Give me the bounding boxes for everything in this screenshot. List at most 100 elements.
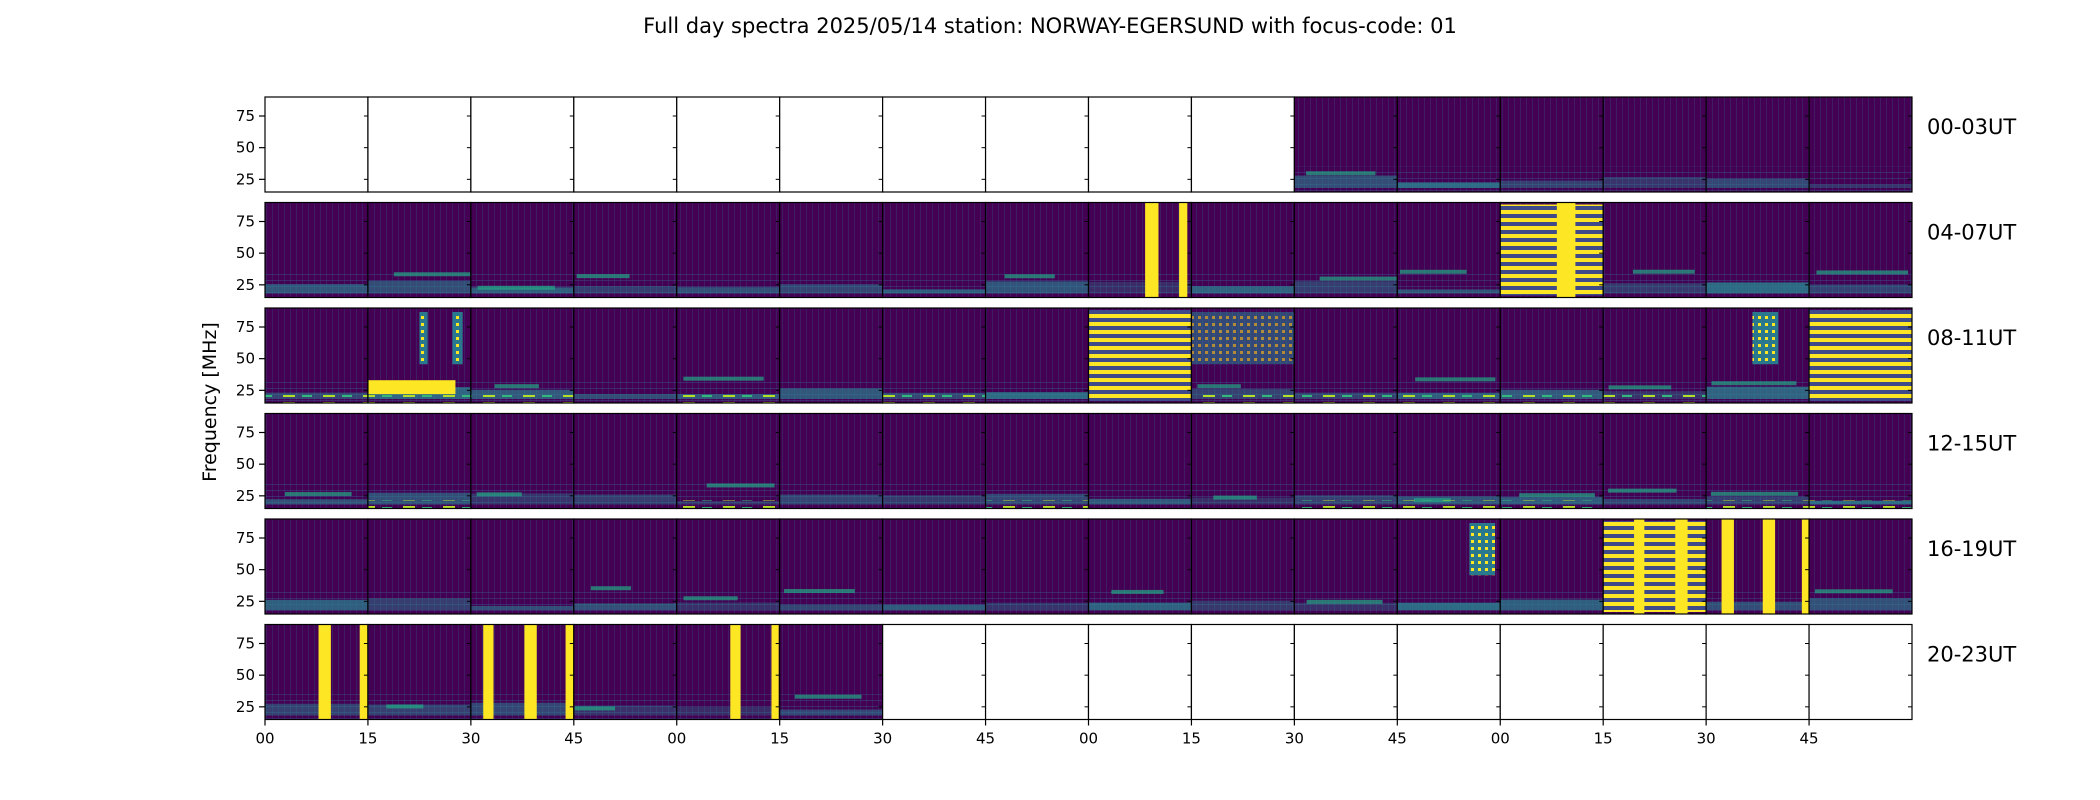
spectra-row — [259, 201, 1913, 299]
spectra-row — [259, 623, 1913, 721]
spectrum-panel — [470, 96, 575, 193]
spectrum-panel — [779, 623, 884, 721]
spectrum-panel — [1190, 412, 1295, 510]
spectrum-panel — [573, 623, 678, 721]
spectrum-panel — [1808, 623, 1913, 721]
spectrum-panel — [1808, 96, 1913, 193]
spectrum-panel — [1602, 623, 1707, 721]
spectrum-panel — [573, 412, 678, 510]
spectrum-panel — [1808, 201, 1913, 299]
row-label: 00-03UT — [1927, 115, 2016, 139]
spectra-row — [259, 307, 1913, 404]
row-label: 12-15UT — [1927, 432, 2016, 456]
x-tick-label: 45 — [1388, 730, 1407, 748]
spectrum-panel — [1190, 623, 1295, 721]
spectrum-panel — [573, 518, 678, 615]
spectrum-panel — [882, 412, 987, 510]
panel-grid — [259, 96, 1913, 721]
spectrum-panel — [1602, 412, 1707, 510]
spectrum-panel — [882, 518, 987, 615]
y-tick-label: 50 — [236, 666, 255, 684]
spectrum-panel — [1499, 307, 1604, 404]
spectrum-panel — [1705, 201, 1810, 299]
spectrum-panel — [882, 623, 987, 721]
spectra-row — [259, 96, 1913, 193]
spectrum-panel — [676, 96, 781, 193]
chart-title: Full day spectra 2025/05/14 station: NOR… — [643, 14, 1457, 38]
spectrum-panel — [367, 307, 472, 404]
x-tick-label: 15 — [358, 730, 377, 748]
spectrum-panel — [1087, 518, 1193, 615]
x-tick-label: 00 — [1491, 730, 1510, 748]
spectrum-panel — [984, 518, 1090, 615]
spectrum-panel — [676, 518, 781, 615]
y-tick-label: 75 — [236, 107, 255, 125]
spectrum-panel — [264, 623, 369, 721]
spectrum-panel — [1087, 307, 1193, 404]
spectrum-panel — [1602, 518, 1707, 615]
spectrum-panel — [1499, 201, 1604, 299]
spectrum-panel — [1087, 412, 1193, 510]
spectrum-panel — [676, 201, 781, 299]
spectrum-panel — [1293, 307, 1398, 404]
spectrum-panel — [470, 307, 575, 404]
spectrum-panel — [1602, 201, 1707, 299]
spectrum-panel — [1705, 518, 1810, 615]
row-label: 08-11UT — [1927, 326, 2016, 350]
y-axis-label: Frequency [MHz] — [199, 322, 221, 482]
y-tick-label: 50 — [236, 561, 255, 579]
spectrum-panel — [367, 201, 485, 299]
x-tick-label: 45 — [1800, 730, 1819, 748]
spectrum-panel — [676, 412, 781, 510]
spectrum-panel — [1602, 307, 1707, 404]
spectrum-panel — [779, 307, 884, 404]
spectrum-panel — [882, 307, 987, 404]
spectrum-panel — [1396, 307, 1501, 404]
spectrum-panel — [984, 96, 1090, 193]
spectrum-panel — [367, 412, 472, 510]
y-tick-label: 50 — [236, 350, 255, 368]
y-tick-label: 75 — [236, 318, 255, 336]
x-tick-label: 30 — [1285, 730, 1304, 748]
spectrum-panel — [1499, 412, 1604, 510]
spectrum-panel — [1293, 412, 1398, 510]
x-tick-label: 15 — [1594, 730, 1613, 748]
spectrum-panel — [984, 201, 1090, 299]
spectrum-panel — [779, 201, 884, 299]
spectrum-panel — [470, 201, 575, 299]
spectrum-panel — [1499, 96, 1604, 193]
x-tick-label: 30 — [1697, 730, 1716, 748]
spectrum-panel — [1293, 201, 1407, 299]
spectra-row — [259, 412, 1913, 510]
y-tick-label: 25 — [236, 170, 255, 188]
spectrum-panel — [1190, 96, 1295, 193]
spectrum-panel — [470, 623, 575, 721]
y-tick-label: 25 — [236, 487, 255, 505]
spectrum-panel — [264, 412, 369, 510]
x-tick-label: 45 — [564, 730, 583, 748]
spectrum-panel — [984, 412, 1090, 510]
x-tick-label: 15 — [1182, 730, 1201, 748]
spectrum-panel — [1499, 623, 1604, 721]
y-tick-label: 75 — [236, 529, 255, 547]
y-tick-label: 25 — [236, 381, 255, 399]
spectrum-panel — [1705, 96, 1810, 193]
row-label: 16-19UT — [1927, 537, 2016, 561]
spectrum-panel — [1293, 518, 1398, 615]
spectrum-panel — [1808, 307, 1913, 404]
y-tick-label: 50 — [236, 139, 255, 157]
x-tick-label: 00 — [667, 730, 686, 748]
spectrum-panel — [1705, 307, 1810, 404]
spectrum-panel — [1087, 623, 1193, 721]
x-tick-label: 00 — [255, 730, 274, 748]
y-tick-labels: 25 50 75 25 50 75 25 50 75 25 50 75 25 50 75 25 50 75 — [236, 107, 255, 716]
spectrum-panel — [1190, 307, 1295, 404]
y-tick-label: 25 — [236, 698, 255, 716]
row-label: 04-07UT — [1927, 221, 2016, 245]
x-tick-label: 00 — [1079, 730, 1098, 748]
spectrum-panel — [573, 307, 678, 404]
spectrum-panel — [470, 412, 575, 510]
y-tick-label: 75 — [236, 213, 255, 231]
spectrum-panel — [984, 307, 1090, 404]
